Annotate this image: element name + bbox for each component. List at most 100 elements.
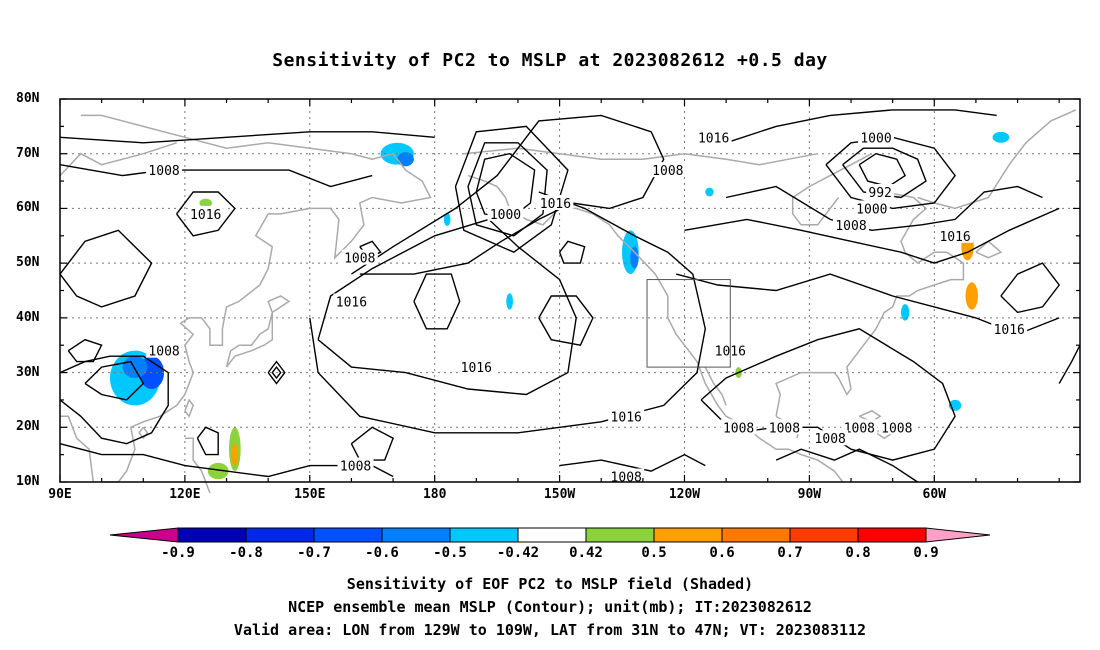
colorbar-segment	[177, 527, 247, 543]
coastline-segment	[184, 398, 195, 418]
mslp-isobar	[271, 365, 282, 380]
colorbar-segment	[789, 527, 859, 543]
colorbar-high-arrow	[925, 527, 991, 543]
contour-label-bg	[695, 129, 732, 145]
lat-tick-label: 40N	[16, 309, 40, 325]
mslp-contours	[59, 109, 1081, 483]
contour-labels: 1016100810009921000100810161016100810161…	[146, 129, 1028, 486]
contour-label-bg	[720, 419, 757, 435]
lat-tick-label: 60N	[16, 200, 40, 216]
mslp-isobar	[59, 229, 153, 308]
contour-label: 992	[868, 186, 891, 201]
colorbar-segment	[653, 527, 723, 543]
contour-label: 1016	[698, 131, 729, 146]
colorbar-segment	[585, 527, 655, 543]
colorbar-label: 0.7	[777, 545, 803, 561]
contour-label: 1008	[611, 471, 642, 486]
colorbar-segment	[313, 527, 383, 543]
lon-tick-label: 120E	[169, 487, 201, 502]
colorbar-segment	[245, 527, 315, 543]
contour-label: 1008	[835, 219, 866, 234]
lon-tick-label: 120W	[668, 487, 701, 502]
mslp-isobar	[67, 338, 103, 363]
lon-tick-label: 150W	[543, 487, 576, 502]
contour-label-bg	[858, 129, 894, 145]
contour-label-bg	[649, 162, 686, 178]
mslp-isobar	[413, 273, 461, 330]
coastline-segment	[138, 426, 149, 440]
mslp-isobar	[59, 131, 435, 144]
contour-label-bg	[766, 419, 803, 435]
lat-tick-label: 70N	[16, 145, 40, 161]
coastline-segment	[917, 109, 1077, 210]
lon-tick-label: 60W	[922, 487, 947, 502]
contour-label: 1000	[490, 208, 521, 223]
contour-label-bg	[146, 342, 183, 358]
contour-label: 1016	[540, 197, 571, 212]
mslp-isobar	[1058, 344, 1081, 384]
valid-area-box	[646, 279, 731, 368]
contour-label: 1016	[994, 323, 1025, 338]
map-title: Sensitivity of PC2 to MSLP at 2023082612…	[272, 50, 828, 71]
lat-tick-label: 20N	[16, 419, 40, 435]
contour-label: 1008	[769, 421, 800, 436]
mslp-isobar	[176, 191, 236, 237]
contour-label: 1000	[856, 202, 887, 217]
contour-label-bg	[337, 457, 374, 473]
contour-label-bg	[333, 293, 370, 309]
colorbar	[109, 527, 991, 543]
caption-line-2: NCEP ensemble mean MSLP (Contour); unit(…	[288, 598, 812, 616]
lon-tick-label: 90W	[797, 487, 822, 502]
contour-label: 1008	[340, 460, 371, 475]
caption-line-3: Valid area: LON from 129W to 109W, LAT f…	[233, 621, 867, 639]
contour-label-bg	[866, 184, 895, 200]
mslp-isobar	[350, 426, 394, 461]
sensitivity-patch	[199, 198, 212, 208]
contour-label-bg	[608, 468, 645, 484]
coastline-segment	[80, 114, 432, 483]
contour-label-bg	[341, 249, 378, 265]
contour-label-bg	[812, 430, 849, 446]
coastline-segment	[60, 415, 95, 483]
contour-label: 1008	[148, 164, 179, 179]
coastline-segment	[775, 191, 965, 417]
colorbar-label: 0.6	[709, 545, 735, 561]
lat-tick-label: 50N	[16, 255, 40, 271]
contour-label-bg	[878, 419, 915, 435]
colorbar-segment	[857, 527, 927, 543]
mslp-isobar	[775, 448, 918, 483]
mslp-isobar	[1000, 262, 1061, 314]
contour-label-bg	[841, 419, 878, 435]
mslp-isobar	[558, 240, 586, 264]
mslp-isobar	[467, 142, 548, 237]
mslp-isobar	[858, 152, 907, 188]
map-frame	[59, 98, 1081, 483]
mslp-isobar	[725, 185, 1043, 232]
contour-label-bg	[833, 216, 870, 232]
contour-label: 1016	[190, 208, 221, 223]
contour-label-bg	[853, 200, 890, 216]
contour-label: 1016	[461, 361, 492, 376]
axis-ticks	[59, 98, 1080, 483]
sensitivity-patch	[443, 212, 451, 226]
mslp-isobar	[538, 295, 594, 346]
contour-label: 1008	[844, 421, 875, 436]
coastline-segment	[184, 437, 211, 494]
contour-label-bg	[937, 227, 974, 243]
contour-label-bg	[458, 359, 495, 375]
sensitivity-patch	[231, 443, 239, 466]
lat-tick-label: 30N	[16, 364, 40, 380]
colorbar-segment	[517, 527, 587, 543]
contour-label: 1016	[336, 295, 367, 310]
mslp-isobar	[267, 360, 286, 385]
colorbar-segment	[381, 527, 451, 543]
coastline-segment	[463, 147, 818, 166]
caption-line-1: Sensitivity of EOF PC2 to MSLP field (Sh…	[346, 575, 754, 593]
colorbar-label: -0.9	[161, 545, 195, 561]
coastline-segment	[225, 295, 291, 368]
contour-label-bg	[537, 194, 574, 210]
coastline-segment	[975, 240, 1003, 259]
mslp-isobar	[351, 114, 665, 275]
sensitivity-patch	[506, 293, 513, 310]
sensitivity-patch	[207, 462, 229, 480]
